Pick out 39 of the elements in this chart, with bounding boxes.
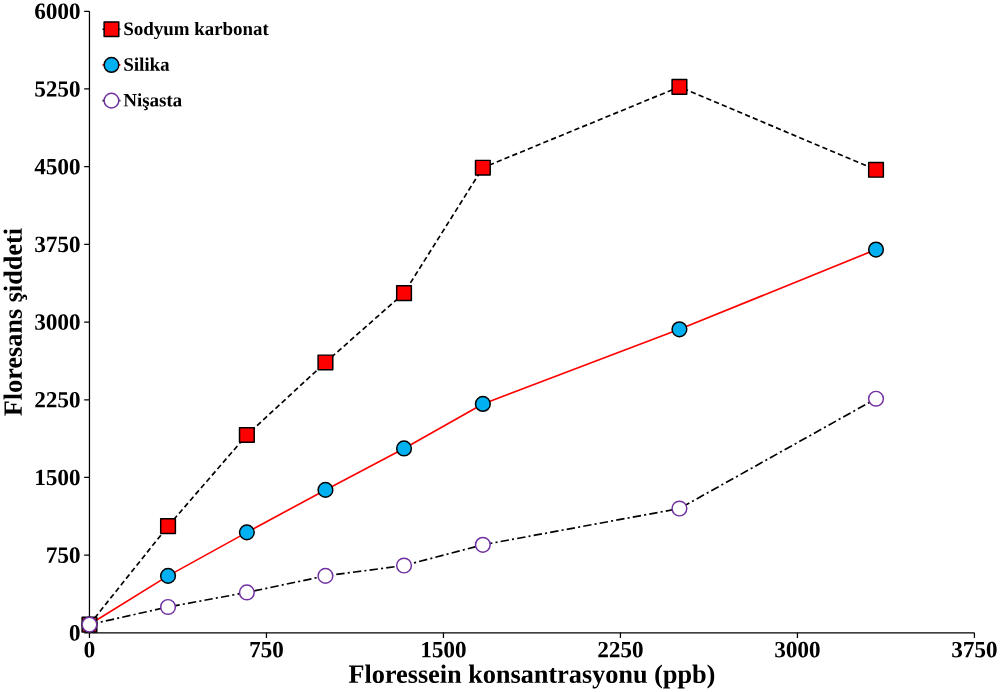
x-tick-label: 0 <box>84 641 95 658</box>
x-tick-label: 3750 <box>952 641 997 658</box>
point <box>395 284 413 302</box>
x-tick-label: 1500 <box>422 641 466 658</box>
point <box>159 518 177 535</box>
y-tick-label: 4500 <box>34 158 80 175</box>
point <box>317 481 334 498</box>
y-tick-label: 6000 <box>35 3 80 20</box>
y-tick-label: 0 <box>69 625 80 641</box>
x-tick-label: 750 <box>250 641 283 658</box>
point <box>671 321 688 338</box>
y-tick-label: 1500 <box>36 469 80 486</box>
point <box>317 354 334 371</box>
x-axis-title: Floressein konsantrasyonu (ppb) <box>348 664 715 689</box>
point <box>671 500 688 517</box>
point <box>317 567 334 584</box>
point <box>671 78 688 96</box>
y-axis-title: Floresans şiddeti <box>3 228 28 416</box>
y-tick-label: 750 <box>47 547 80 563</box>
x-tick-label: 3000 <box>775 641 820 658</box>
point <box>867 241 885 258</box>
point <box>238 524 255 541</box>
y-tick-label: 5250 <box>35 81 80 97</box>
point <box>867 161 885 178</box>
point <box>474 536 491 553</box>
point <box>238 584 255 601</box>
x-tick-label: 2250 <box>598 641 643 658</box>
point <box>238 426 255 444</box>
y-tick-label: 2250 <box>35 391 80 408</box>
y-tick-label: 3750 <box>35 236 80 253</box>
point <box>474 395 491 413</box>
legend-label: Sodyum karbonat <box>124 21 269 40</box>
y-tick-label: 3000 <box>35 314 80 330</box>
point <box>395 557 413 574</box>
point <box>395 440 413 457</box>
legend-label: Silika <box>124 57 170 71</box>
point <box>159 567 177 584</box>
legend-label: Nişasta <box>123 93 182 111</box>
point <box>474 159 491 176</box>
